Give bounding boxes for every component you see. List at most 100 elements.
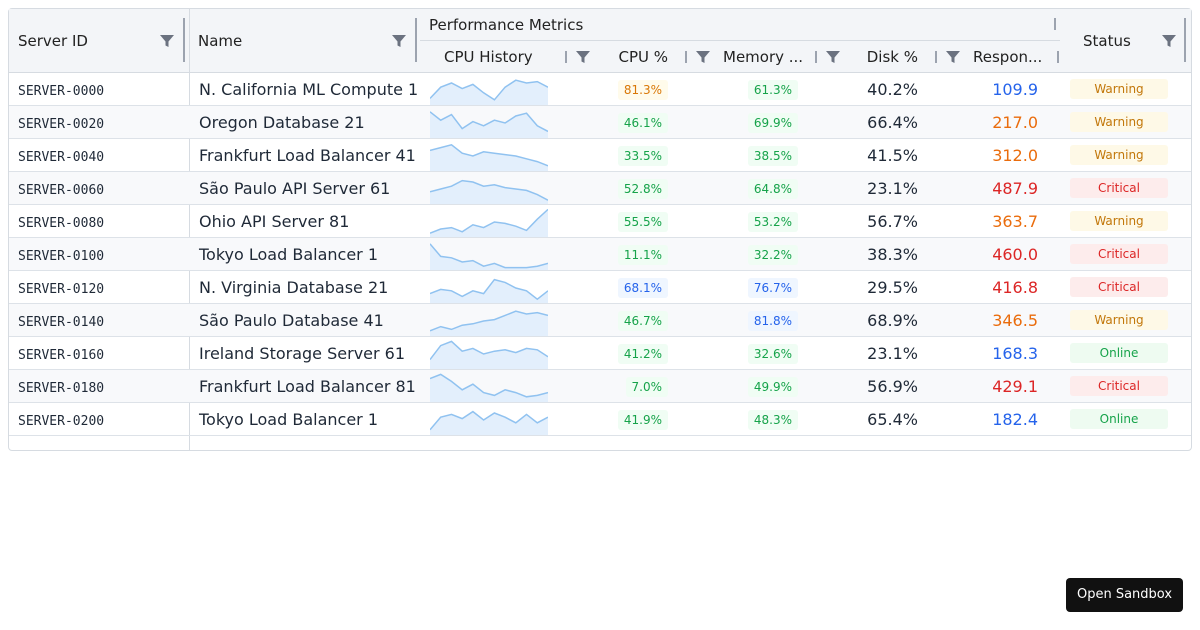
memory-percent: 48.3% [747,410,798,430]
header-group: Performance Metrics [429,16,584,34]
memory-percent: 49.9% [747,377,798,397]
sparkline-line [430,310,548,332]
sparkline-line [430,111,548,133]
header-cell: Respon... [973,48,1043,66]
sparkline-line [430,340,548,361]
cpu-sparkline [430,410,548,435]
table-row [9,172,1191,205]
cpu-percent: 68.1% [617,278,668,298]
server-name: N. Virginia Database 21 [199,278,389,297]
status-badge: Critical [1070,244,1168,264]
response-time: 416.8 [992,278,1038,297]
cpu-sparkline [430,310,548,336]
sparkline-line [430,208,548,234]
server-id: SERVER-0160 [18,348,105,363]
memory-percent: 61.3% [747,80,798,100]
server-name: Ohio API Server 81 [199,212,350,231]
sparkline-area [430,180,548,204]
memory-percent: 38.5% [747,146,798,166]
column-separator [1057,51,1059,63]
server-id: SERVER-0080 [18,216,105,231]
open-sandbox-button[interactable]: Open Sandbox [1066,578,1183,612]
status-badge: Warning [1070,79,1168,99]
response-time: 312.0 [992,146,1038,165]
sparkline-line [430,373,548,398]
filter-icon[interactable] [1161,33,1177,49]
cpu-sparkline [430,79,548,105]
column-divider [189,9,190,451]
response-time: 217.0 [992,113,1038,132]
server-id: SERVER-0040 [18,150,105,165]
sparkline-area [430,80,548,105]
cpu-percent: 33.5% [617,146,668,166]
server-id: SERVER-0120 [18,282,105,297]
response-time: 109.9 [992,80,1038,99]
cpu-sparkline [430,243,548,270]
filter-icon[interactable] [575,49,591,65]
header-cell: Status [1083,32,1131,50]
sparkline-line [430,278,548,301]
status-badge: Warning [1070,211,1168,231]
server-name: Frankfurt Load Balancer 81 [199,377,416,396]
sparkline-area [430,144,548,171]
server-name: Tokyo Load Balancer 1 [199,245,379,264]
cpu-percent: 46.1% [617,113,668,133]
status-badge: Warning [1070,112,1168,132]
server-id: SERVER-0000 [18,84,105,99]
table-row [9,403,1191,436]
disk-percent: 40.2% [867,80,918,99]
filter-shape [576,51,590,63]
sparkline-line [430,79,548,101]
cpu-sparkline [430,340,548,369]
status-badge: Critical [1070,178,1168,198]
status-badge: Online [1070,409,1168,429]
header-cell: Memory ... [723,48,804,66]
disk-percent: 65.4% [867,410,918,429]
sparkline-area [430,279,548,303]
filter-shape [392,35,406,47]
cpu-percent: 41.9% [617,410,668,430]
column-separator [935,51,937,63]
memory-percent: 76.7% [747,278,798,298]
server-name: São Paulo Database 41 [199,311,384,330]
filter-icon[interactable] [391,33,407,49]
filter-icon[interactable] [945,49,961,65]
status-badge: Critical [1070,277,1168,297]
column-separator [1054,18,1056,30]
filter-shape [946,51,960,63]
memory-percent: 64.8% [747,179,798,199]
memory-percent: 53.2% [747,212,798,232]
sparkline-line [430,243,548,269]
header-cell: Disk % [866,48,918,66]
filter-shape [160,35,174,47]
disk-percent: 66.4% [867,113,918,132]
status-badge: Online [1070,343,1168,363]
sparkline-area [430,411,548,435]
filter-icon[interactable] [695,49,711,65]
server-name: Tokyo Load Balancer 1 [199,410,379,429]
cpu-sparkline [430,143,548,171]
column-separator [183,18,185,62]
disk-percent: 56.7% [867,212,918,231]
server-id: SERVER-0060 [18,183,105,198]
filter-icon[interactable] [825,49,841,65]
sparkline-area [430,111,548,138]
response-time: 346.5 [992,311,1038,330]
cpu-percent: 55.5% [617,212,668,232]
response-time: 168.3 [992,344,1038,363]
memory-percent: 32.6% [747,344,798,364]
disk-percent: 41.5% [867,146,918,165]
filter-icon[interactable] [159,33,175,49]
column-separator [415,18,417,62]
filter-shape [696,51,710,63]
header-cell: Name [198,32,243,50]
server-name: Oregon Database 21 [199,113,365,132]
filter-shape [826,51,840,63]
column-separator [815,51,817,63]
cpu-sparkline [430,179,548,204]
sparkline-line [430,143,548,167]
status-badge: Warning [1070,310,1168,330]
data-grid [8,8,1192,451]
status-badge: Warning [1070,145,1168,165]
cpu-sparkline [430,278,548,303]
